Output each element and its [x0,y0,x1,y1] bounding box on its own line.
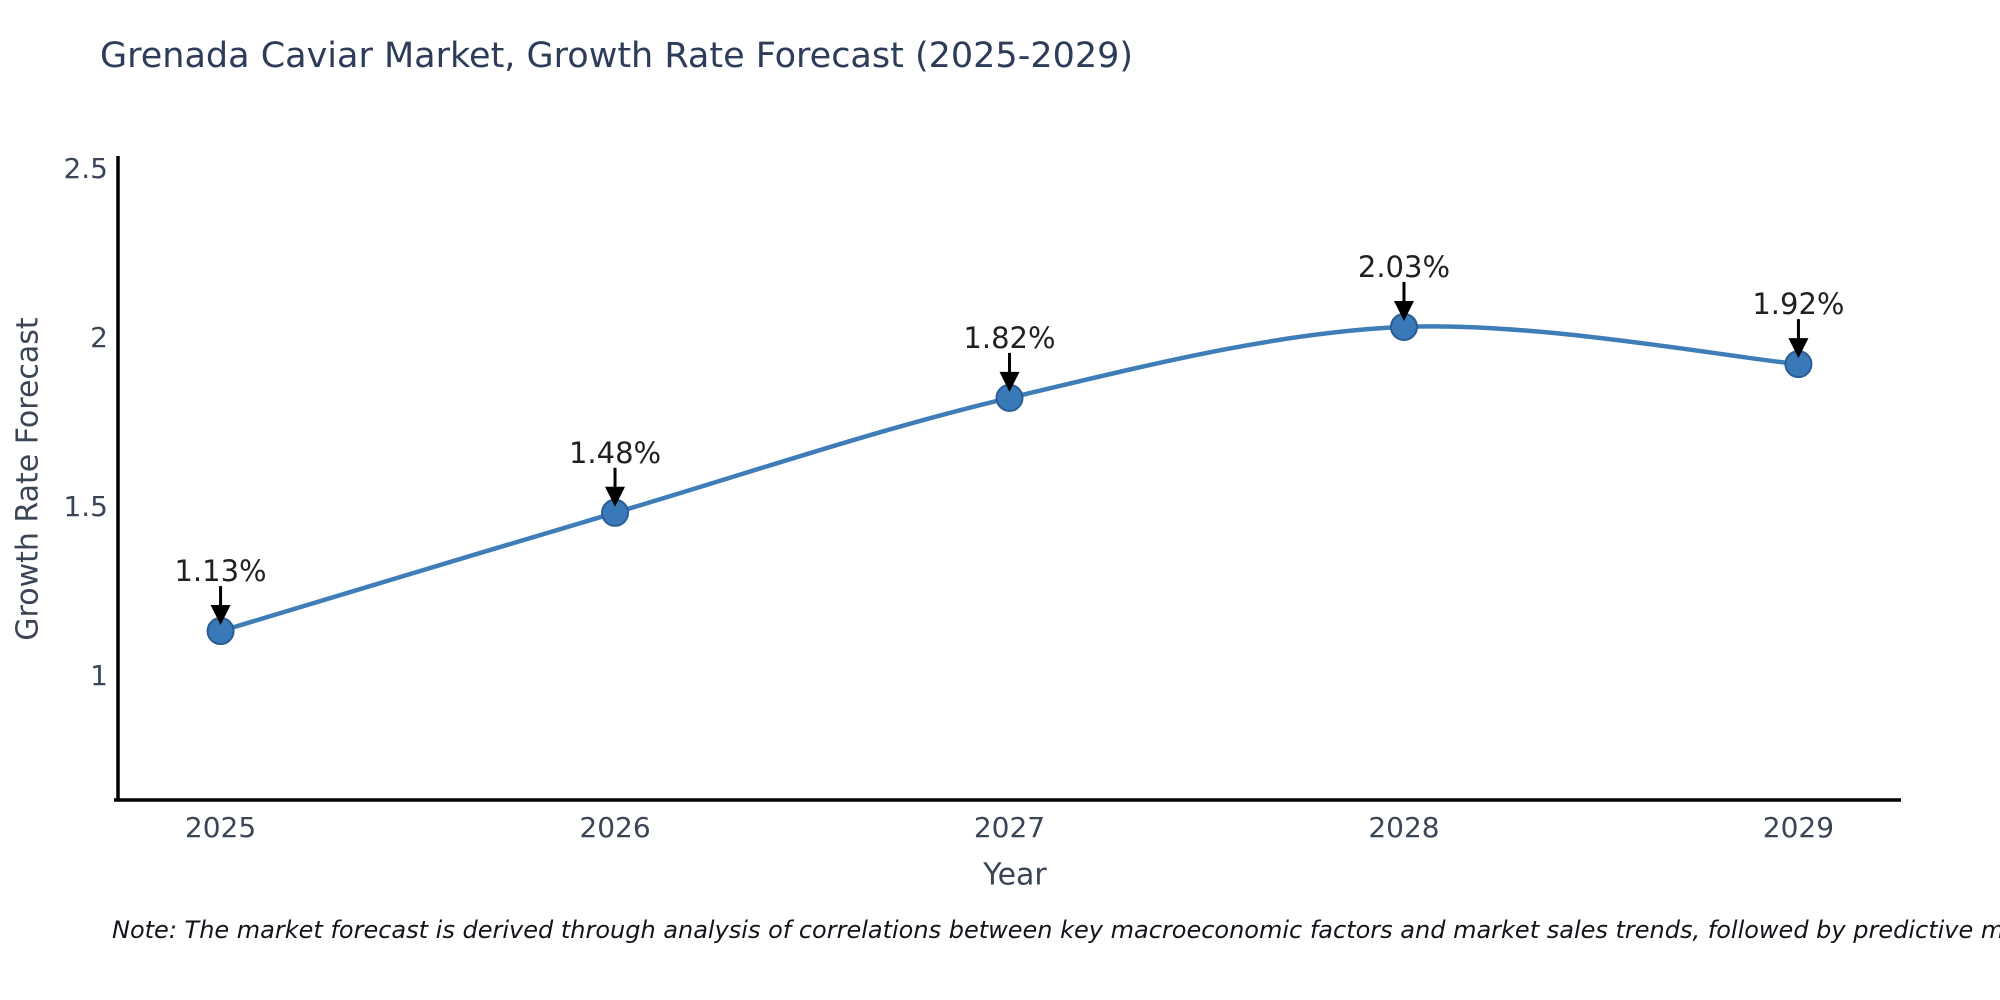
data-point-label: 1.82% [963,321,1055,355]
y-tick-label: 1.5 [63,490,108,523]
annotation-arrow-head [999,371,1020,392]
annotation-arrow-head [605,486,626,507]
y-tick-label: 1 [90,659,108,692]
chart-title: Grenada Caviar Market, Growth Rate Forec… [100,36,1134,76]
x-tick-label: 2026 [579,811,650,844]
x-tick-label: 2027 [974,811,1045,844]
x-tick-label: 2025 [185,811,256,844]
x-axis-title: Year [983,857,1047,893]
x-tick-label: 2028 [1368,811,1439,844]
annotation-arrow-head [1788,338,1809,359]
data-point-label: 2.03% [1358,250,1450,284]
x-tick-label: 2029 [1763,811,1834,844]
y-tick-label: 2.5 [63,152,108,185]
data-point-label: 1.13% [174,554,266,588]
annotation-arrow-head [210,605,231,626]
y-tick-label: 2 [90,321,108,354]
annotation-arrow-head [1393,300,1414,321]
data-point-label: 1.48% [569,436,661,470]
data-point-label: 1.92% [1752,287,1844,321]
footnote: Note: The market forecast is derived thr… [112,916,2000,944]
y-axis-title: Growth Rate Forecast [10,317,46,641]
